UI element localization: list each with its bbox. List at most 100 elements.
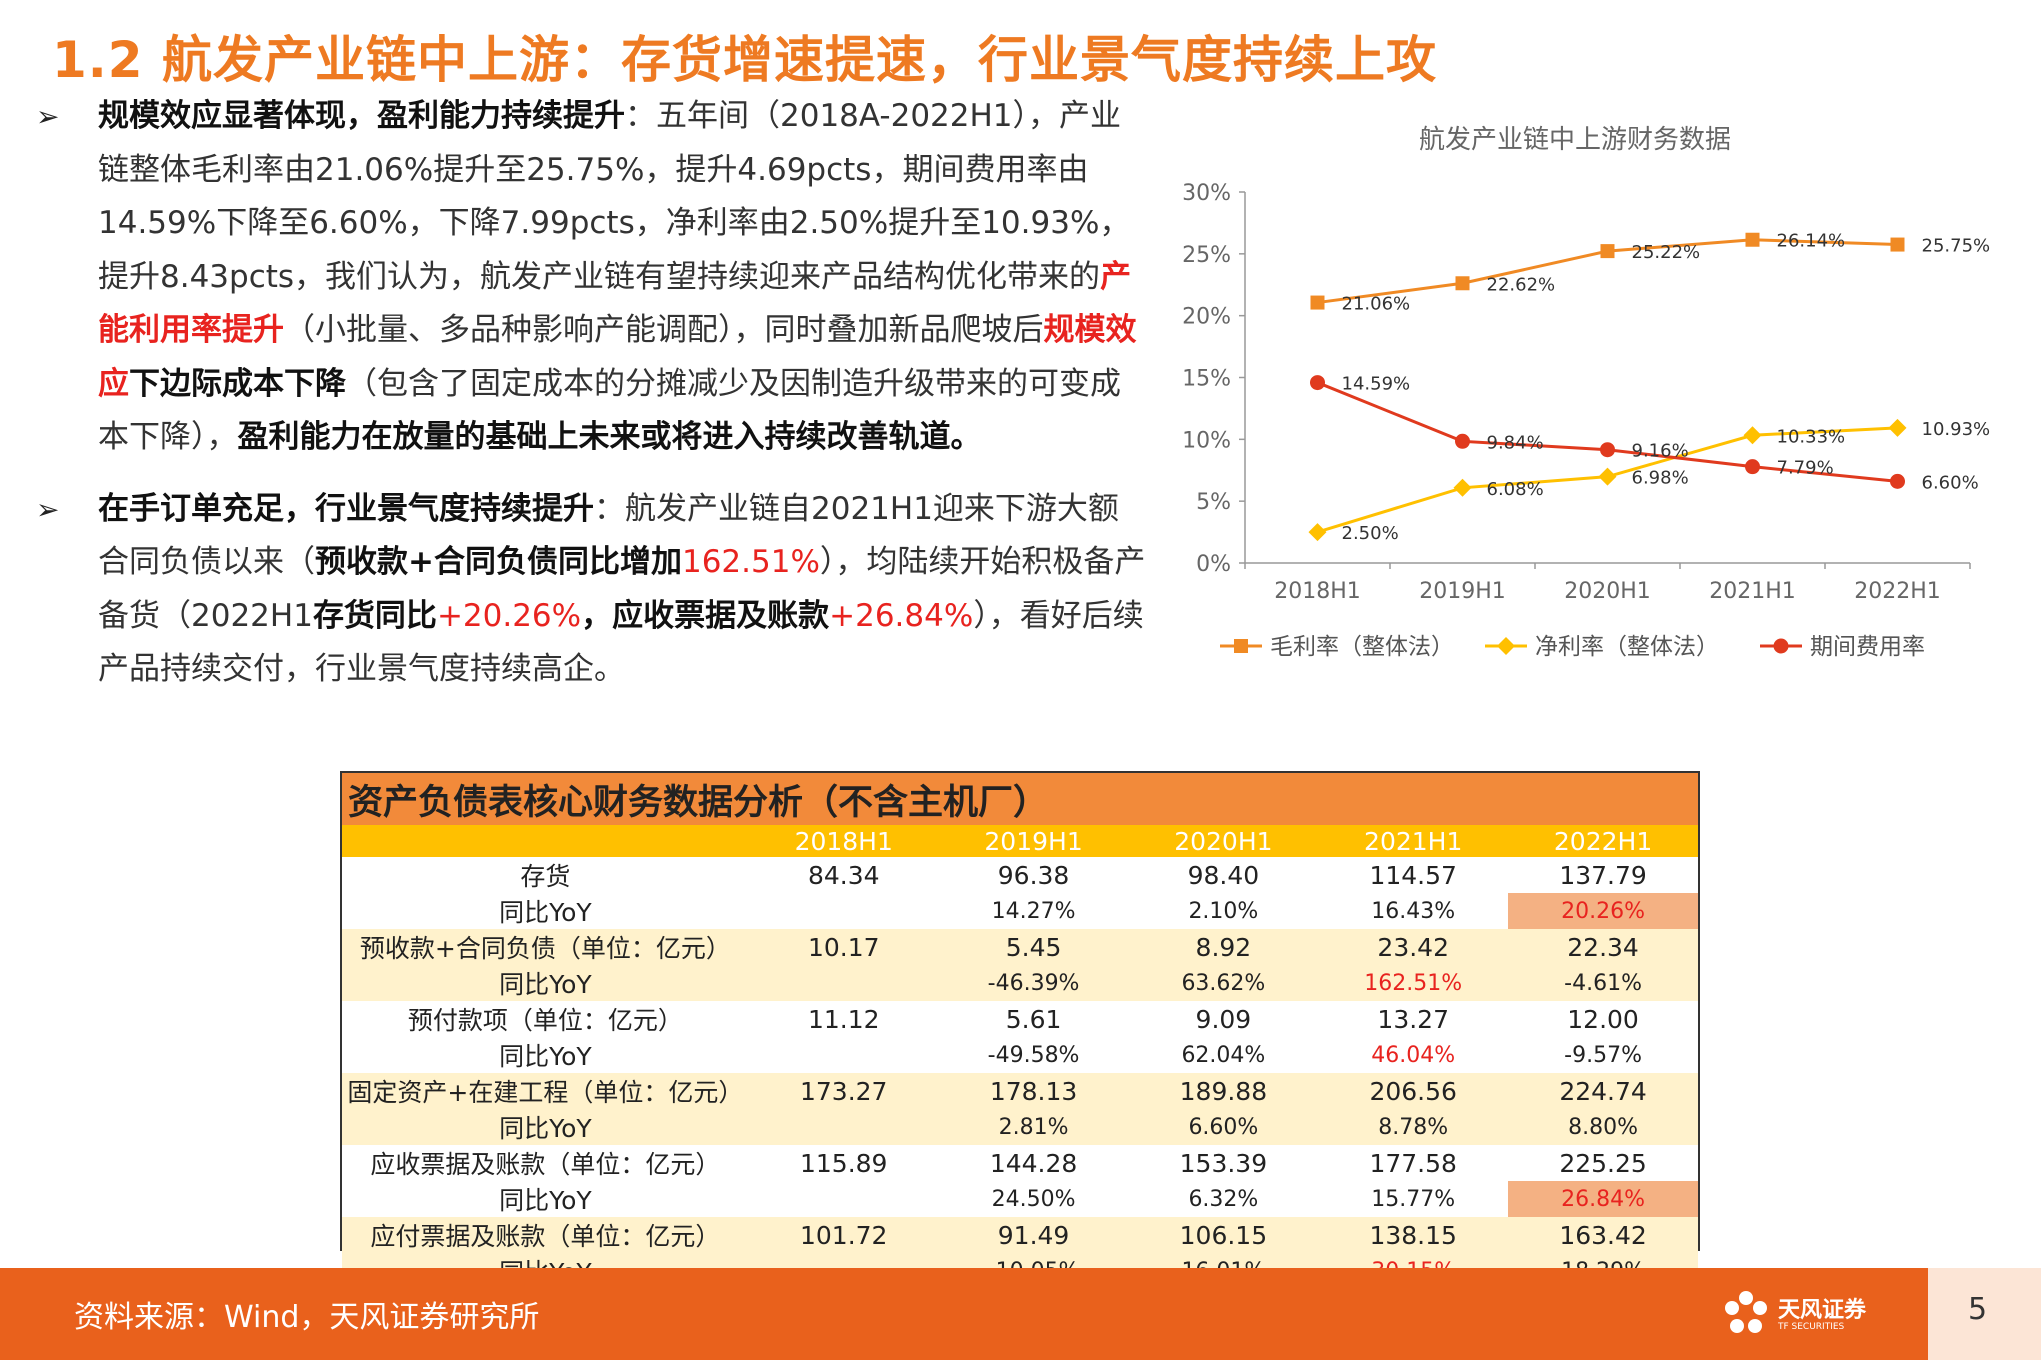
bullet-item-orders: ➢ 在手订单充足，行业景气度持续提升：航发产业链自2021H1迎来下游大额合同负… (36, 483, 1146, 697)
data-point (1743, 426, 1762, 445)
x-tick-label: 2022H1 (1854, 579, 1941, 604)
table-row: 同比YoY -46.39% 63.62% 162.51% -4.61% (342, 965, 1698, 1001)
row-label: 应付票据及账款（单位：亿元） (342, 1217, 749, 1253)
x-tick-label: 2020H1 (1564, 579, 1651, 604)
row-label: 存货 (342, 857, 749, 893)
table-row: 应付票据及账款（单位：亿元） 101.72 91.49 106.15 138.15 163… (342, 1217, 1698, 1253)
table-cell: 20.26% (1508, 893, 1698, 929)
row-label: 同比YoY (342, 893, 749, 929)
emphasis-inventory: 存货同比 (312, 597, 437, 634)
data-label: 14.59% (1342, 374, 1411, 395)
table-cell: 15.77% (1318, 1181, 1509, 1217)
data-label: 7.79% (1777, 458, 1834, 479)
table-cell: 137.79 (1508, 857, 1698, 893)
logo-name: 天风证券 (1778, 1298, 1867, 1323)
table-row: 同比YoY 24.50% 6.32% 15.77% 26.84% (342, 1181, 1698, 1217)
bullet-text-part: ），看好后续产品持续交付，行业景气度持续高企。 (98, 597, 1144, 688)
table-cell: 6.60% (1128, 1109, 1319, 1145)
tf-flower-logo-icon (1725, 1291, 1767, 1333)
table-cell: 177.58 (1318, 1145, 1509, 1181)
table-cell: -49.58% (938, 1037, 1129, 1073)
table-cell: -9.57% (1508, 1037, 1698, 1073)
bullet-text-part: （包含了固定成本的分摊减少及因制造升级带来的可变成本下降）， (98, 365, 1121, 456)
footer-bar: 资料来源：Wind，天风证券研究所 天风证券 TF SECURITIES 5 (0, 1268, 2041, 1360)
legend-marker (1497, 637, 1515, 655)
row-label: 同比YoY (342, 1181, 749, 1217)
column-header: 2018H1 (748, 825, 939, 857)
table-cell: 98.40 (1128, 857, 1319, 893)
x-tick-label: 2018H1 (1274, 579, 1361, 604)
x-tick-label: 2019H1 (1419, 579, 1506, 604)
logo-subtitle: TF SECURITIES (1778, 1322, 1845, 1332)
table-cell: 8.80% (1508, 1109, 1698, 1145)
table-cell: 5.45 (938, 929, 1129, 965)
arrow-bullet-icon: ➢ (36, 492, 60, 526)
legend-label: 毛利率（整体法） (1270, 634, 1454, 660)
table-cell: 6.32% (1128, 1181, 1319, 1217)
line-chart-container: 航发产业链中上游财务数据 0% 5% 10% 15% 20% 25% 30% 2018H1 201… (1160, 110, 2020, 670)
bullet-text-part: ），均陆续开始积极备产备货（2022H1 (98, 544, 1146, 634)
page-number-box: 5 (1928, 1268, 2041, 1360)
column-header: 2019H1 (938, 825, 1129, 857)
table-row: 同比YoY -49.58% 62.04% 46.04% -9.57% (342, 1037, 1698, 1073)
data-point (1745, 232, 1760, 247)
data-label: 10.33% (1777, 426, 1846, 447)
page-number: 5 (1968, 1292, 1988, 1327)
table-cell: 8.78% (1318, 1109, 1509, 1145)
data-point (1600, 442, 1615, 458)
table-cell: 153.39 (1128, 1145, 1319, 1181)
line-chart: 航发产业链中上游财务数据 0% 5% 10% 15% 20% 25% 30% 2018H1 201… (1182, 125, 1990, 660)
legend-label: 期间费用率 (1810, 634, 1925, 660)
financial-table: 资产负债表核心财务数据分析（不含主机厂） 2018H1 2019H1 2020H1 20… (342, 773, 1698, 1289)
table-cell (748, 965, 939, 1001)
y-tick-label: 20% (1182, 305, 1231, 330)
data-point (1310, 295, 1325, 310)
table-row: 同比YoY 2.81% 6.60% 8.78% 8.80% (342, 1109, 1698, 1145)
data-label: 9.84% (1487, 432, 1544, 453)
table-cell: 46.04% (1318, 1037, 1509, 1073)
emphasis-scale-effect: 规模效应 (98, 312, 1137, 402)
table-row: 固定资产+在建工程（单位：亿元） 173.27 178.13 189.88 206.56… (342, 1073, 1698, 1109)
table-cell (748, 1109, 939, 1145)
table-title-row: 资产负债表核心财务数据分析（不含主机厂） (342, 773, 1698, 825)
table-cell: 62.04% (1128, 1037, 1319, 1073)
data-label: 6.60% (1922, 472, 1979, 493)
legend-label: 净利率（整体法） (1535, 634, 1719, 660)
emphasis-receivables: 应收票据及账款 (612, 597, 830, 634)
table-cell: 91.49 (938, 1217, 1129, 1253)
table-cell: 5.61 (938, 1001, 1129, 1037)
table-cell (748, 893, 939, 929)
column-header: 2022H1 (1508, 825, 1698, 857)
table-cell: 26.84% (1508, 1181, 1698, 1217)
table-cell: 106.15 (1128, 1217, 1319, 1253)
table-cell: 10.17 (748, 929, 939, 965)
table-cell: 178.13 (938, 1073, 1129, 1109)
column-header: 2020H1 (1128, 825, 1319, 857)
y-tick-label: 0% (1196, 552, 1231, 577)
bullet-text-part: （小批量、多品种影响产能调配），同时叠加新品爬坡后 (284, 312, 1044, 348)
table-cell: 13.27 (1318, 1001, 1509, 1037)
table-cell: 9.09 (1128, 1001, 1319, 1037)
arrow-bullet-icon: ➢ (36, 100, 60, 133)
table-cell: 24.50% (938, 1181, 1129, 1217)
data-point (1888, 418, 1907, 437)
row-label: 固定资产+在建工程（单位：亿元） (342, 1073, 749, 1109)
table-cell: 224.74 (1508, 1073, 1698, 1109)
page-title: 1.2 航发产业链中上游：存货增速提速，行业景气度持续上攻 (52, 31, 1437, 89)
table-cell: 173.27 (748, 1073, 939, 1109)
table-cell: 144.28 (938, 1145, 1129, 1181)
table-cell: 2.10% (1128, 893, 1319, 929)
bullet-text-part: ：航发产业链自2021H1迎来下游大额合同负债以来（ (98, 490, 1119, 581)
emphasis-receivables-pct: +26.84% (829, 597, 974, 634)
table-cell: 8.92 (1128, 929, 1319, 965)
row-label: 预付款项（单位：亿元） (342, 1001, 749, 1037)
row-label: 同比YoY (342, 1037, 749, 1073)
y-tick-label: 5% (1196, 490, 1231, 515)
table-row: 同比YoY 14.27% 2.10% 16.43% 20.26% (342, 893, 1698, 929)
bullet-text-part: ， (581, 597, 613, 634)
brand-logo: 天风证券 TF SECURITIES (1720, 1286, 1900, 1342)
column-header (342, 825, 749, 857)
emphasis-advance-pct: 162.51% (681, 544, 820, 580)
y-tick-label: 15% (1182, 367, 1231, 392)
bullet-conclusion: 盈利能力在放量的基础上未来或将进入持续改善轨道。 (237, 419, 982, 455)
